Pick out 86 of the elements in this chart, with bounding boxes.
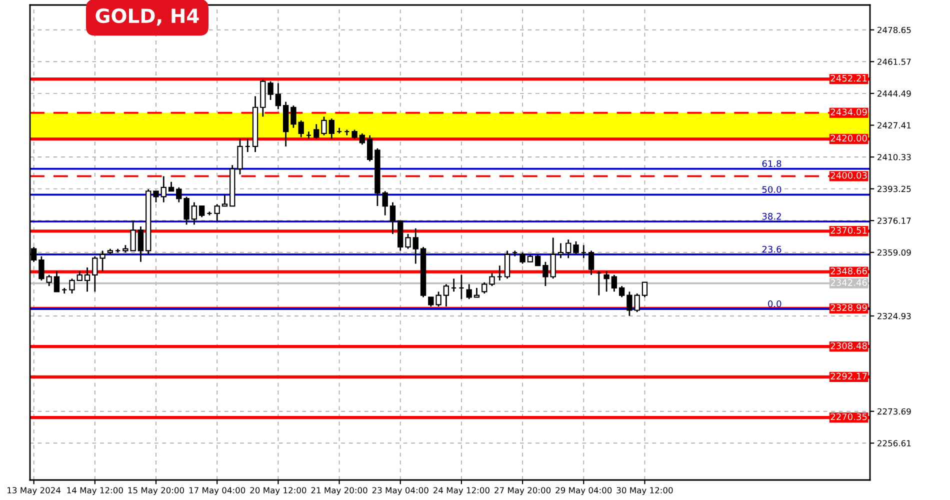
ref-line-label: 2370.51 [830, 226, 867, 234]
ref-line-label: 2270.35 [830, 413, 867, 420]
candlestick [359, 132, 366, 146]
candlestick [496, 264, 502, 282]
candlestick [482, 282, 488, 294]
annotation: 0.0 [768, 300, 782, 308]
candlestick [237, 138, 243, 176]
candlestick [138, 226, 144, 263]
candlestick [84, 266, 90, 292]
candlestick [76, 270, 82, 282]
candlestick [588, 250, 594, 276]
candlestick [168, 181, 174, 192]
candlestick [160, 176, 166, 203]
annotation: 61.8 [762, 160, 782, 168]
candlestick [390, 202, 396, 235]
candlestick [618, 285, 625, 298]
x-tick-label: 24 May 12:00 [433, 487, 490, 496]
x-tick-label: 17 May 04:00 [189, 487, 246, 496]
candlestick [534, 254, 541, 266]
y-tick-label: 2444.49 [878, 90, 911, 97]
annotation: 23.6 [762, 246, 782, 253]
x-tick-label: 13 May 2024 [8, 487, 61, 496]
ref-line-label: 2328.99 [830, 304, 867, 312]
candlestick [352, 129, 358, 140]
ref-line-label: 2420.00 [830, 134, 867, 142]
ref-line-label: 2400.03 [830, 172, 867, 179]
candlestick [520, 252, 526, 264]
candlestick [366, 134, 373, 162]
ref-line-label: 2342.46 [830, 279, 867, 286]
candlestick [504, 250, 510, 280]
x-tick-label: 30 May 12:00 [616, 487, 673, 496]
y-tick-label: 2376.17 [878, 218, 911, 224]
candlestick [214, 203, 220, 222]
ref-line-label: 2434.09 [830, 108, 867, 116]
candlestick [458, 274, 464, 300]
x-tick-label: 14 May 12:00 [67, 487, 123, 496]
candlestick [566, 238, 572, 259]
candlestick [642, 282, 648, 298]
candlestick [443, 284, 450, 308]
y-tick-label: 2461.57 [878, 58, 911, 65]
candlestick [54, 270, 60, 292]
x-tick-label: 23 May 04:00 [372, 487, 428, 496]
candlestick [153, 190, 159, 203]
y-tick-label: 2256.61 [878, 440, 911, 446]
candlestick [512, 250, 518, 257]
x-tick-label: 27 May 20:00 [494, 487, 551, 496]
y-tick-label: 2410.33 [878, 154, 911, 160]
candlestick [314, 123, 320, 140]
candlestick [222, 194, 228, 207]
candlestick [244, 138, 250, 153]
y-tick-label: 2478.65 [878, 26, 911, 34]
candlestick [412, 228, 418, 264]
candlestick [474, 287, 480, 298]
candlestick [275, 82, 282, 110]
candlestick [558, 242, 564, 259]
candlestick [191, 202, 198, 226]
y-tick-label: 2273.69 [878, 408, 911, 415]
candlestick [573, 240, 579, 256]
candlestick [344, 129, 350, 136]
candlestick [611, 274, 618, 292]
candlestick [580, 244, 586, 259]
candlestick [450, 278, 457, 292]
candlestick [405, 233, 411, 250]
candlestick [328, 118, 334, 140]
candlestick [69, 278, 75, 294]
x-tick-label: 15 May 20:00 [128, 487, 184, 496]
ref-line-label: 2308.48 [830, 342, 867, 350]
candlestick [596, 270, 602, 296]
x-tick-label: 21 May 20:00 [311, 487, 368, 496]
x-tick-label: 20 May 12:00 [250, 487, 306, 496]
y-tick-label: 2324.93 [878, 312, 911, 320]
annotation: 50.0 [762, 186, 782, 193]
annotation: 38.2 [762, 212, 781, 220]
y-tick-label: 2427.41 [878, 122, 911, 128]
chart-title: GOLD, H4 [96, 8, 199, 26]
y-tick-label: 2393.25 [878, 186, 911, 192]
ref-line-label: 2348.66 [830, 268, 867, 274]
ref-line-label: 2452.21 [830, 74, 867, 82]
x-tick-label: 29 May 04:00 [556, 487, 612, 496]
candlestick [604, 270, 610, 292]
candlestick [466, 284, 472, 300]
candlestick [489, 272, 495, 287]
candlestick [198, 205, 205, 218]
ref-line-label: 2292.17 [830, 372, 867, 380]
y-tick-label: 2359.09 [878, 249, 911, 256]
candlestick [321, 116, 327, 136]
